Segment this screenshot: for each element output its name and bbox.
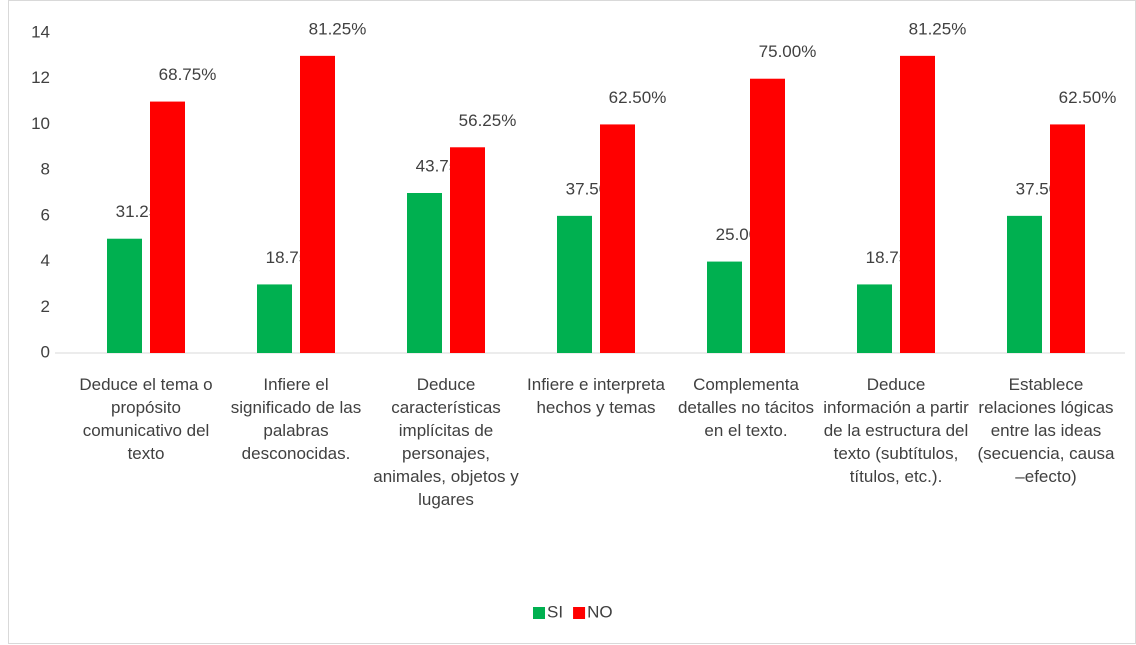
y-tick-label: 4 [41,251,50,270]
y-tick-label: 8 [41,160,50,179]
value-label: 81.25% [309,19,367,38]
legend-swatch [573,607,586,619]
y-tick-label: 10 [31,114,50,133]
x-tick-label: Deduce características implícitas de per… [373,375,519,509]
bar [900,55,935,353]
bar [300,55,335,353]
bar [707,261,742,353]
bar [600,124,635,353]
legend-label: NO [587,602,613,621]
bar [1007,215,1042,353]
value-label: 81.25% [909,19,967,38]
x-tick-label-box: Complementa detalles no tácitos en el te… [677,375,815,440]
value-label: 75.00% [759,42,817,61]
bar [750,78,785,353]
bar [107,238,142,353]
bar [857,284,892,353]
value-label: 68.75% [159,65,217,84]
x-tick-label: Complementa detalles no tácitos en el te… [677,375,815,440]
value-label: 56.25% [459,111,517,130]
bar [407,193,442,353]
bar [557,215,592,353]
x-tick-label-box: Deduce información a partir de la estruc… [823,375,969,486]
x-tick-label-box: Deduce características implícitas de per… [373,375,519,509]
x-tick-label-box: Infiere e interpreta hechos y temas [527,375,665,417]
legend-label: SI [547,602,563,621]
x-tick-label: Infiere el significado de las palabras d… [230,375,362,463]
x-tick-label-box: Deduce el tema o propósito comunicativo … [79,375,213,463]
bar [450,147,485,353]
y-tick-label: 14 [31,22,50,41]
value-label: 62.50% [1059,88,1117,107]
y-tick-label: 0 [41,342,50,361]
x-tick-label-box: Infiere el significado de las palabras d… [230,375,362,463]
x-tick-label: Establece relaciones lógicas entre las i… [977,375,1115,486]
x-tick-label: Deduce información a partir de la estruc… [823,375,969,486]
y-tick-label: 6 [41,205,50,224]
x-tick-label-box: Establece relaciones lógicas entre las i… [977,375,1115,486]
value-label: 62.50% [609,88,667,107]
bar [257,284,292,353]
y-tick-label: 12 [31,68,50,87]
y-tick-label: 2 [41,297,50,316]
bar [150,101,185,353]
legend-swatch [533,607,545,619]
bar [1050,124,1085,353]
x-tick-label: Infiere e interpreta hechos y temas [527,375,665,417]
x-tick-label: Deduce el tema o propósito comunicativo … [79,375,213,463]
